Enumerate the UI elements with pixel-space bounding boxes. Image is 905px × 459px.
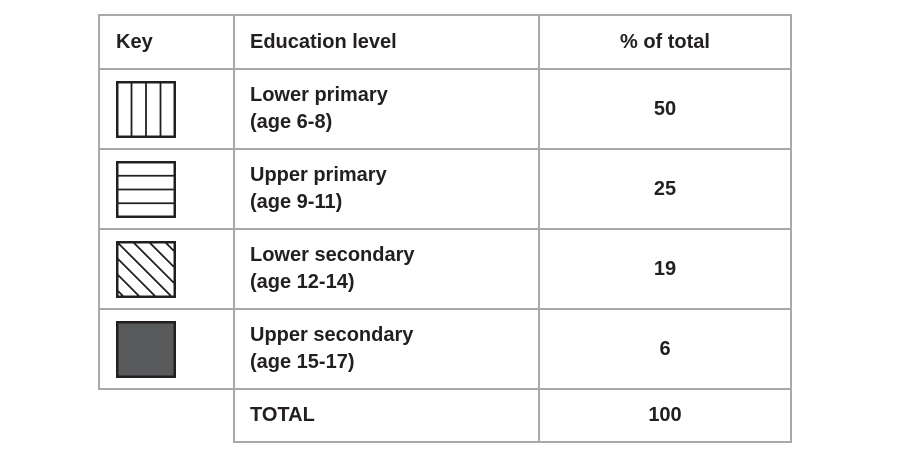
key-cell-lower-primary: [98, 70, 235, 150]
percent-value: 25: [653, 177, 677, 200]
diagonal-stripes-swatch-icon: [116, 240, 176, 298]
level-name: Lower secondary: [250, 244, 415, 266]
percent-cell-upper-primary: 25: [540, 150, 792, 230]
level-name: Upper secondary: [250, 324, 414, 346]
percent-cell-upper-secondary: 6: [540, 310, 792, 390]
horizontal-stripes-swatch-icon: [116, 160, 176, 218]
level-cell-lower-secondary: Lower secondary (age 12-14): [235, 230, 540, 310]
level-cell-upper-primary: Upper primary (age 9-11): [235, 150, 540, 230]
percent-value: 50: [653, 97, 677, 120]
header-percent-label: % of total: [620, 30, 710, 53]
key-cell-upper-primary: [98, 150, 235, 230]
level-cell-lower-primary: Lower primary (age 6-8): [235, 70, 540, 150]
level-cell-upper-secondary: Upper secondary (age 15-17): [235, 310, 540, 390]
level-age-range: (age 9-11): [250, 191, 343, 213]
solid-gray-swatch-icon: [116, 320, 176, 378]
percent-value: 6: [659, 337, 671, 360]
header-percent-of-total: % of total: [540, 14, 792, 70]
level-age-range: (age 12-14): [250, 271, 355, 293]
key-cell-lower-secondary: [98, 230, 235, 310]
total-label-cell: TOTAL: [235, 390, 540, 443]
education-table: Key Education level % of total Lower pri…: [98, 14, 792, 443]
header-education-level-label: Education level: [250, 30, 397, 53]
percent-cell-lower-secondary: 19: [540, 230, 792, 310]
header-education-level: Education level: [235, 14, 540, 70]
percent-cell-lower-primary: 50: [540, 70, 792, 150]
percent-value: 19: [653, 257, 677, 280]
level-age-range: (age 6-8): [250, 111, 333, 133]
total-percent-value: 100: [648, 404, 682, 426]
total-label: TOTAL: [250, 404, 315, 426]
header-key-label: Key: [116, 30, 153, 53]
header-key: Key: [98, 14, 235, 70]
key-cell-total-empty: [98, 390, 235, 443]
level-name: Lower primary: [250, 84, 388, 106]
key-cell-upper-secondary: [98, 310, 235, 390]
level-name: Upper primary: [250, 164, 387, 186]
total-percent-cell: 100: [540, 390, 792, 443]
vertical-stripes-swatch-icon: [116, 80, 176, 138]
level-age-range: (age 15-17): [250, 351, 355, 373]
